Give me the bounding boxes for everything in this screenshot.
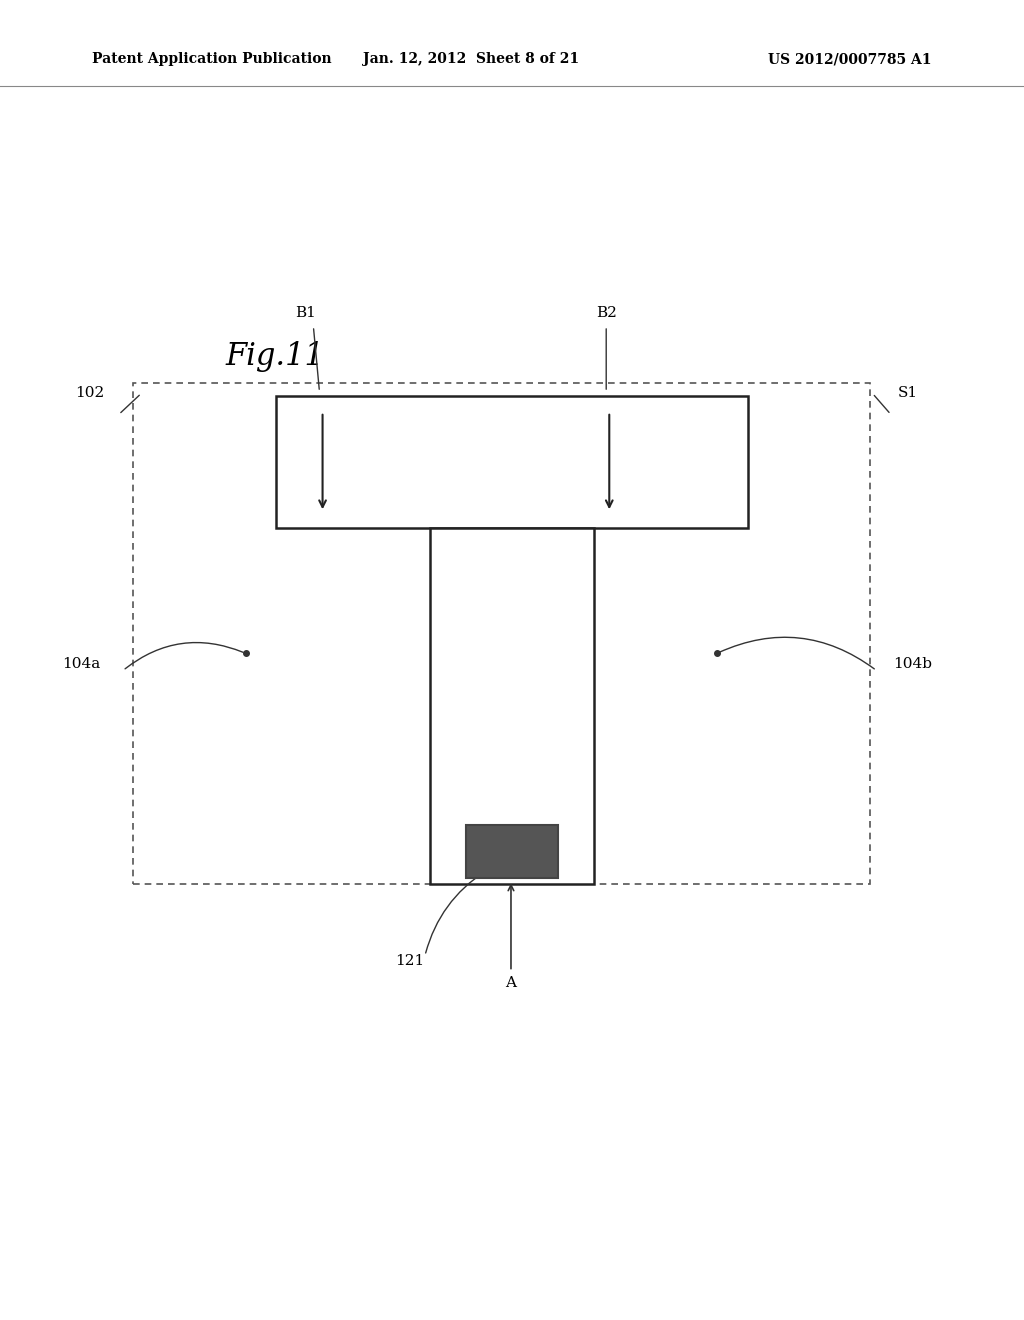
Text: 104b: 104b xyxy=(893,657,932,671)
FancyBboxPatch shape xyxy=(430,528,594,884)
Text: 104a: 104a xyxy=(62,657,100,671)
FancyBboxPatch shape xyxy=(276,396,748,528)
FancyBboxPatch shape xyxy=(133,383,870,884)
FancyBboxPatch shape xyxy=(466,825,558,878)
Text: 102: 102 xyxy=(75,387,104,400)
Text: Jan. 12, 2012  Sheet 8 of 21: Jan. 12, 2012 Sheet 8 of 21 xyxy=(362,53,580,66)
Text: S1: S1 xyxy=(898,387,919,400)
Text: B2: B2 xyxy=(596,306,616,319)
Text: Fig.11: Fig.11 xyxy=(225,341,325,372)
Text: A: A xyxy=(506,977,516,990)
Text: B1: B1 xyxy=(295,306,315,319)
Text: 121: 121 xyxy=(395,954,424,968)
Text: US 2012/0007785 A1: US 2012/0007785 A1 xyxy=(768,53,932,66)
Text: Patent Application Publication: Patent Application Publication xyxy=(92,53,332,66)
